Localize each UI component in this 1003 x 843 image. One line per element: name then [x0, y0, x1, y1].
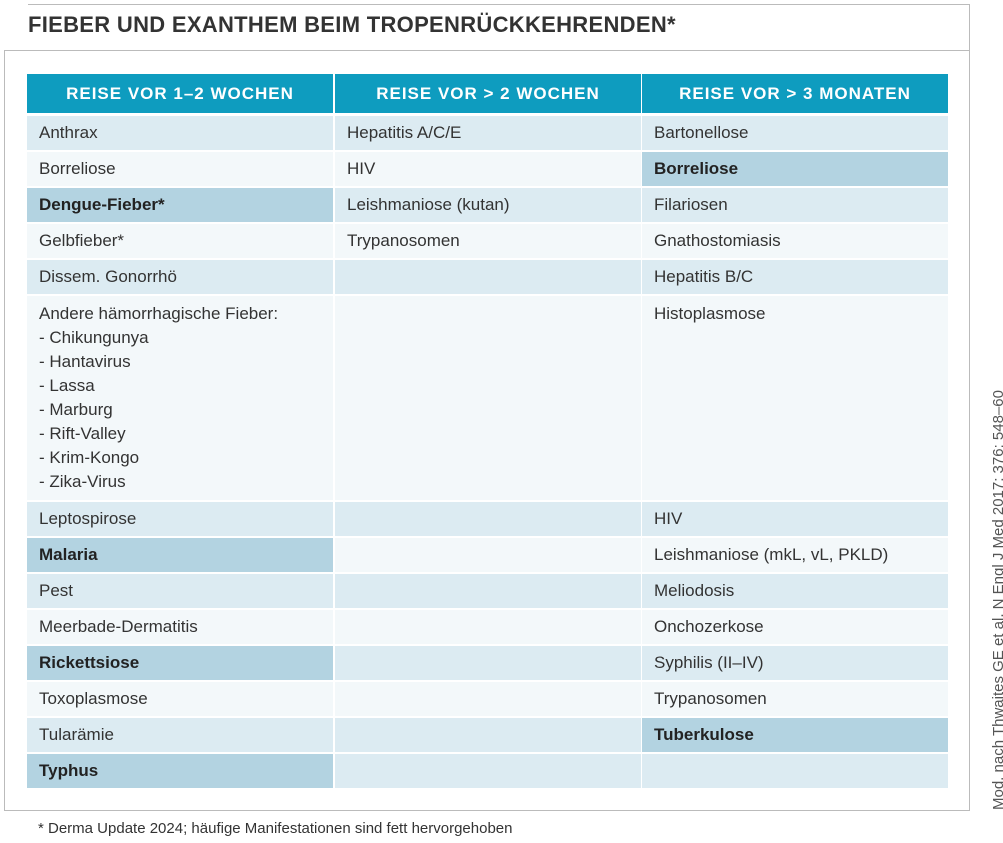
- table-cell: Leptospirose: [27, 502, 333, 536]
- table-cell: Pest: [27, 574, 333, 608]
- rule: [28, 4, 970, 5]
- table-cell: Borreliose: [27, 152, 333, 186]
- table-cell: Trypanosomen: [335, 224, 641, 258]
- table-cell: Gnathostomiasis: [642, 224, 948, 258]
- table-cell: [335, 718, 641, 752]
- table-cell: Gelbfieber*: [27, 224, 333, 258]
- table-cell: [335, 574, 641, 608]
- table-cell: Leishmaniose (mkL, vL, PKLD): [642, 538, 948, 572]
- table-cell: [335, 646, 641, 680]
- table-cell: Meerbade-Dermatitis: [27, 610, 333, 644]
- rule: [969, 4, 970, 50]
- table-cell: Hepatitis B/C: [642, 260, 948, 294]
- table-cell: Toxoplasmose: [27, 682, 333, 716]
- table-cell: HIV: [642, 502, 948, 536]
- table-cell: [335, 610, 641, 644]
- column-header: REISE VOR 1–2 WOCHEN: [27, 74, 333, 113]
- title: FIEBER UND EXANTHEM BEIM TROPENRÜCKKEHRE…: [28, 12, 676, 37]
- table-cell: Trypanosomen: [642, 682, 948, 716]
- table-cell: Malaria: [27, 538, 333, 572]
- table-cell: [335, 502, 641, 536]
- table-cell: Onchozerkose: [642, 610, 948, 644]
- table-cell: Rickettsiose: [27, 646, 333, 680]
- table-cell: Hepatitis A/C/E: [335, 116, 641, 150]
- table-cell: [335, 260, 641, 294]
- footnote: * Derma Update 2024; häufige Manifestati…: [38, 820, 513, 837]
- table-cell: Dengue-Fieber*: [27, 188, 333, 222]
- table-cell: Typhus: [27, 754, 333, 788]
- table-cell: [335, 682, 641, 716]
- table-cell: Syphilis (II–IV): [642, 646, 948, 680]
- table-cell: [642, 754, 948, 788]
- table-cell: Anthrax: [27, 116, 333, 150]
- table-cell: Leishmaniose (kutan): [335, 188, 641, 222]
- table-cell: Tularämie: [27, 718, 333, 752]
- column-header: REISE VOR > 3 MONATEN: [642, 74, 948, 113]
- table-cell: Dissem. Gonorrhö: [27, 260, 333, 294]
- table-cell: Filariosen: [642, 188, 948, 222]
- table-cell: [335, 296, 641, 500]
- table-cell: [335, 754, 641, 788]
- source: Mod. nach Thwaites GE et al, N Engl J Me…: [990, 390, 1003, 810]
- table-cell: Borreliose: [642, 152, 948, 186]
- table-cell: Tuberkulose: [642, 718, 948, 752]
- table-cell: Meliodosis: [642, 574, 948, 608]
- frame: [4, 50, 970, 811]
- table-cell: [335, 538, 641, 572]
- column-header: REISE VOR > 2 WOCHEN: [335, 74, 641, 113]
- table-cell: Histoplasmose: [642, 296, 948, 500]
- table-cell: Andere hämorrhagische Fieber: - Chikungu…: [27, 296, 333, 500]
- table-cell: HIV: [335, 152, 641, 186]
- table-cell: Bartonellose: [642, 116, 948, 150]
